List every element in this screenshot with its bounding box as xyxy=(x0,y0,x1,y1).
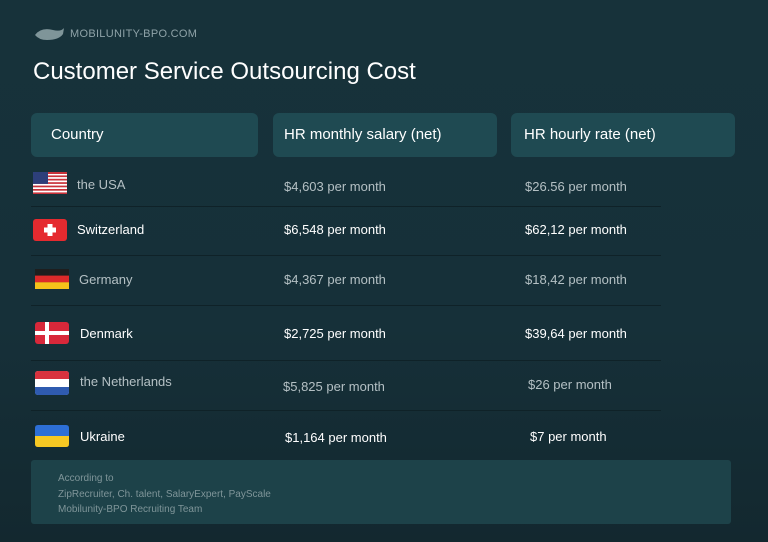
row-separator xyxy=(31,255,661,256)
hourly-rate: $18,42 per month xyxy=(525,272,627,287)
footer-line: Mobilunity-BPO Recruiting Team xyxy=(58,504,203,515)
brand: MOBILUNITY-BPO.COM xyxy=(70,28,198,40)
flag-switzerland xyxy=(33,219,67,241)
flag-germany xyxy=(35,269,69,289)
hourly-rate: $7 per month xyxy=(530,429,607,444)
monthly-salary: $6,548 per month xyxy=(284,222,386,237)
country: Switzerland xyxy=(77,222,145,237)
country: the USA xyxy=(77,177,126,192)
monthly-salary: $5,825 per month xyxy=(283,379,385,394)
header-cell: HR hourly rate (net) xyxy=(511,113,735,157)
brand-logo xyxy=(35,28,64,40)
hourly-rate: $39,64 per month xyxy=(525,326,627,341)
country: Ukraine xyxy=(80,429,125,444)
title: Customer Service Outsourcing Cost xyxy=(33,58,416,85)
hourly-rate: $26.56 per month xyxy=(525,179,627,194)
header-cell: HR monthly salary (net) xyxy=(273,113,497,157)
monthly-salary: $1,164 per month xyxy=(285,430,387,445)
flag-netherlands xyxy=(35,371,69,395)
row-separator xyxy=(31,360,661,361)
country: Germany xyxy=(79,272,133,287)
country: Denmark xyxy=(80,326,133,341)
flag-usa xyxy=(33,172,67,194)
country: the Netherlands xyxy=(80,374,172,389)
monthly-salary: $4,367 per month xyxy=(284,272,386,287)
monthly-salary: $2,725 per month xyxy=(284,326,386,341)
monthly-salary: $4,603 per month xyxy=(284,179,386,194)
flag-ukraine xyxy=(35,425,69,447)
hourly-rate: $62,12 per month xyxy=(525,222,627,237)
row-separator xyxy=(31,305,661,306)
footer-line: ZipRecruiter, Ch. talent, SalaryExpert, … xyxy=(58,489,271,500)
row-separator xyxy=(31,410,661,411)
hourly-rate: $26 per month xyxy=(528,377,612,392)
footer-box xyxy=(31,460,731,524)
footer-line: According to xyxy=(58,473,114,484)
header-cell: Country xyxy=(31,113,258,157)
flag-denmark xyxy=(35,322,69,344)
row-separator xyxy=(31,206,661,207)
